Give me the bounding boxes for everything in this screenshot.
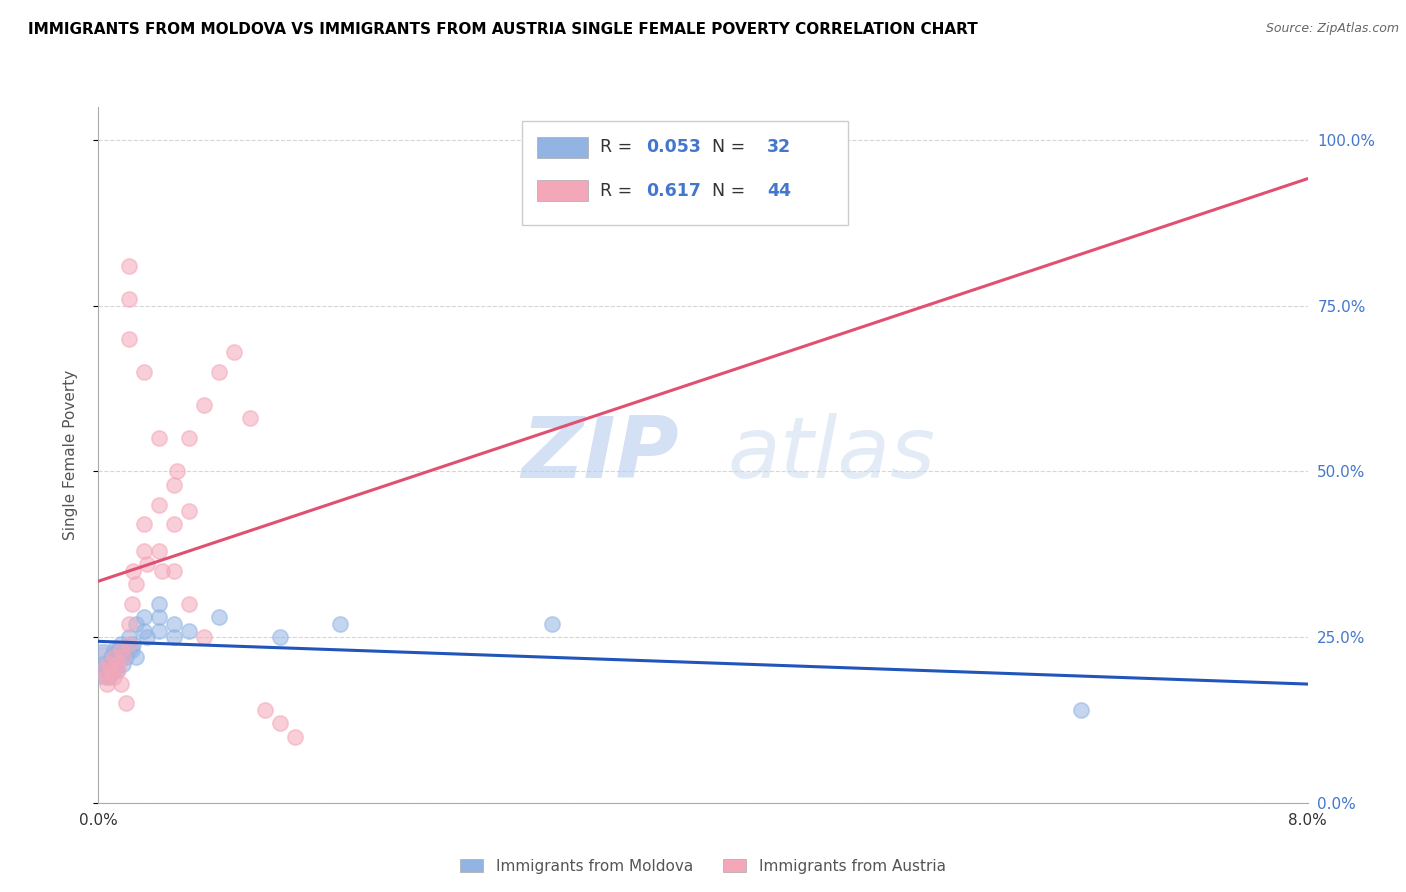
Point	[105, 657, 128, 671]
Point	[208, 610, 231, 624]
Point	[110, 676, 132, 690]
Point	[118, 616, 141, 631]
Point	[103, 657, 125, 671]
Text: N =: N =	[700, 182, 751, 200]
Point	[132, 610, 155, 624]
FancyBboxPatch shape	[537, 180, 588, 201]
Point	[122, 637, 145, 651]
Point	[118, 292, 141, 306]
Point	[105, 663, 128, 677]
Text: 0.617: 0.617	[647, 182, 702, 200]
Point	[118, 259, 141, 273]
Point	[193, 398, 215, 412]
Point	[148, 610, 170, 624]
Point	[103, 650, 125, 665]
Text: Source: ZipAtlas.com: Source: ZipAtlas.com	[1265, 22, 1399, 36]
Point	[269, 716, 291, 731]
Point	[111, 650, 134, 665]
Point	[111, 657, 134, 671]
Point	[148, 597, 170, 611]
Point	[110, 637, 132, 651]
Point	[166, 465, 188, 479]
Point	[179, 504, 201, 518]
Point	[163, 630, 186, 644]
Point	[91, 657, 114, 671]
Text: R =: R =	[600, 182, 638, 200]
Point	[135, 558, 157, 572]
Point	[329, 616, 352, 631]
Point	[132, 544, 155, 558]
Point	[132, 517, 155, 532]
FancyBboxPatch shape	[522, 121, 848, 226]
Point	[125, 577, 148, 591]
Point	[193, 630, 215, 644]
Point	[284, 730, 307, 744]
Point	[541, 616, 564, 631]
Legend: Immigrants from Moldova, Immigrants from Austria: Immigrants from Moldova, Immigrants from…	[454, 853, 952, 880]
Point	[239, 411, 262, 425]
Point	[107, 643, 129, 657]
Point	[100, 663, 122, 677]
Text: 44: 44	[768, 182, 792, 200]
Point	[103, 643, 125, 657]
Point	[132, 624, 155, 638]
Point	[98, 670, 121, 684]
Point	[107, 663, 129, 677]
Text: 0.053: 0.053	[647, 138, 702, 156]
FancyBboxPatch shape	[537, 137, 588, 158]
Point	[114, 650, 136, 665]
Point	[121, 597, 143, 611]
Point	[269, 630, 291, 644]
Point	[121, 643, 143, 657]
Point	[94, 663, 117, 677]
Point	[148, 624, 170, 638]
Point	[1070, 703, 1092, 717]
Point	[96, 676, 118, 690]
Text: IMMIGRANTS FROM MOLDOVA VS IMMIGRANTS FROM AUSTRIA SINGLE FEMALE POVERTY CORRELA: IMMIGRANTS FROM MOLDOVA VS IMMIGRANTS FR…	[28, 22, 977, 37]
Point	[179, 431, 201, 445]
Point	[91, 657, 114, 671]
Point	[135, 630, 157, 644]
Point	[148, 431, 170, 445]
Point	[91, 657, 114, 671]
Point	[208, 365, 231, 379]
Point	[118, 643, 141, 657]
Point	[148, 544, 170, 558]
Point	[150, 564, 173, 578]
Point	[163, 616, 186, 631]
Point	[98, 657, 121, 671]
Point	[163, 517, 186, 532]
Point	[103, 670, 125, 684]
Point	[253, 703, 276, 717]
Text: atlas: atlas	[727, 413, 935, 497]
Text: N =: N =	[700, 138, 751, 156]
Point	[118, 630, 141, 644]
Point	[110, 650, 132, 665]
Point	[125, 616, 148, 631]
Point	[122, 564, 145, 578]
Point	[118, 637, 141, 651]
Point	[110, 643, 132, 657]
Point	[132, 365, 155, 379]
Point	[179, 597, 201, 611]
Point	[148, 498, 170, 512]
Point	[163, 564, 186, 578]
Point	[125, 650, 148, 665]
Text: 32: 32	[768, 138, 792, 156]
Text: ZIP: ZIP	[522, 413, 679, 497]
Point	[100, 650, 122, 665]
Text: R =: R =	[600, 138, 638, 156]
Y-axis label: Single Female Poverty: Single Female Poverty	[63, 370, 77, 540]
Point	[114, 697, 136, 711]
Point	[91, 663, 114, 677]
Point	[224, 345, 246, 359]
Point	[179, 624, 201, 638]
Point	[163, 477, 186, 491]
Point	[118, 332, 141, 346]
Point	[94, 670, 117, 684]
